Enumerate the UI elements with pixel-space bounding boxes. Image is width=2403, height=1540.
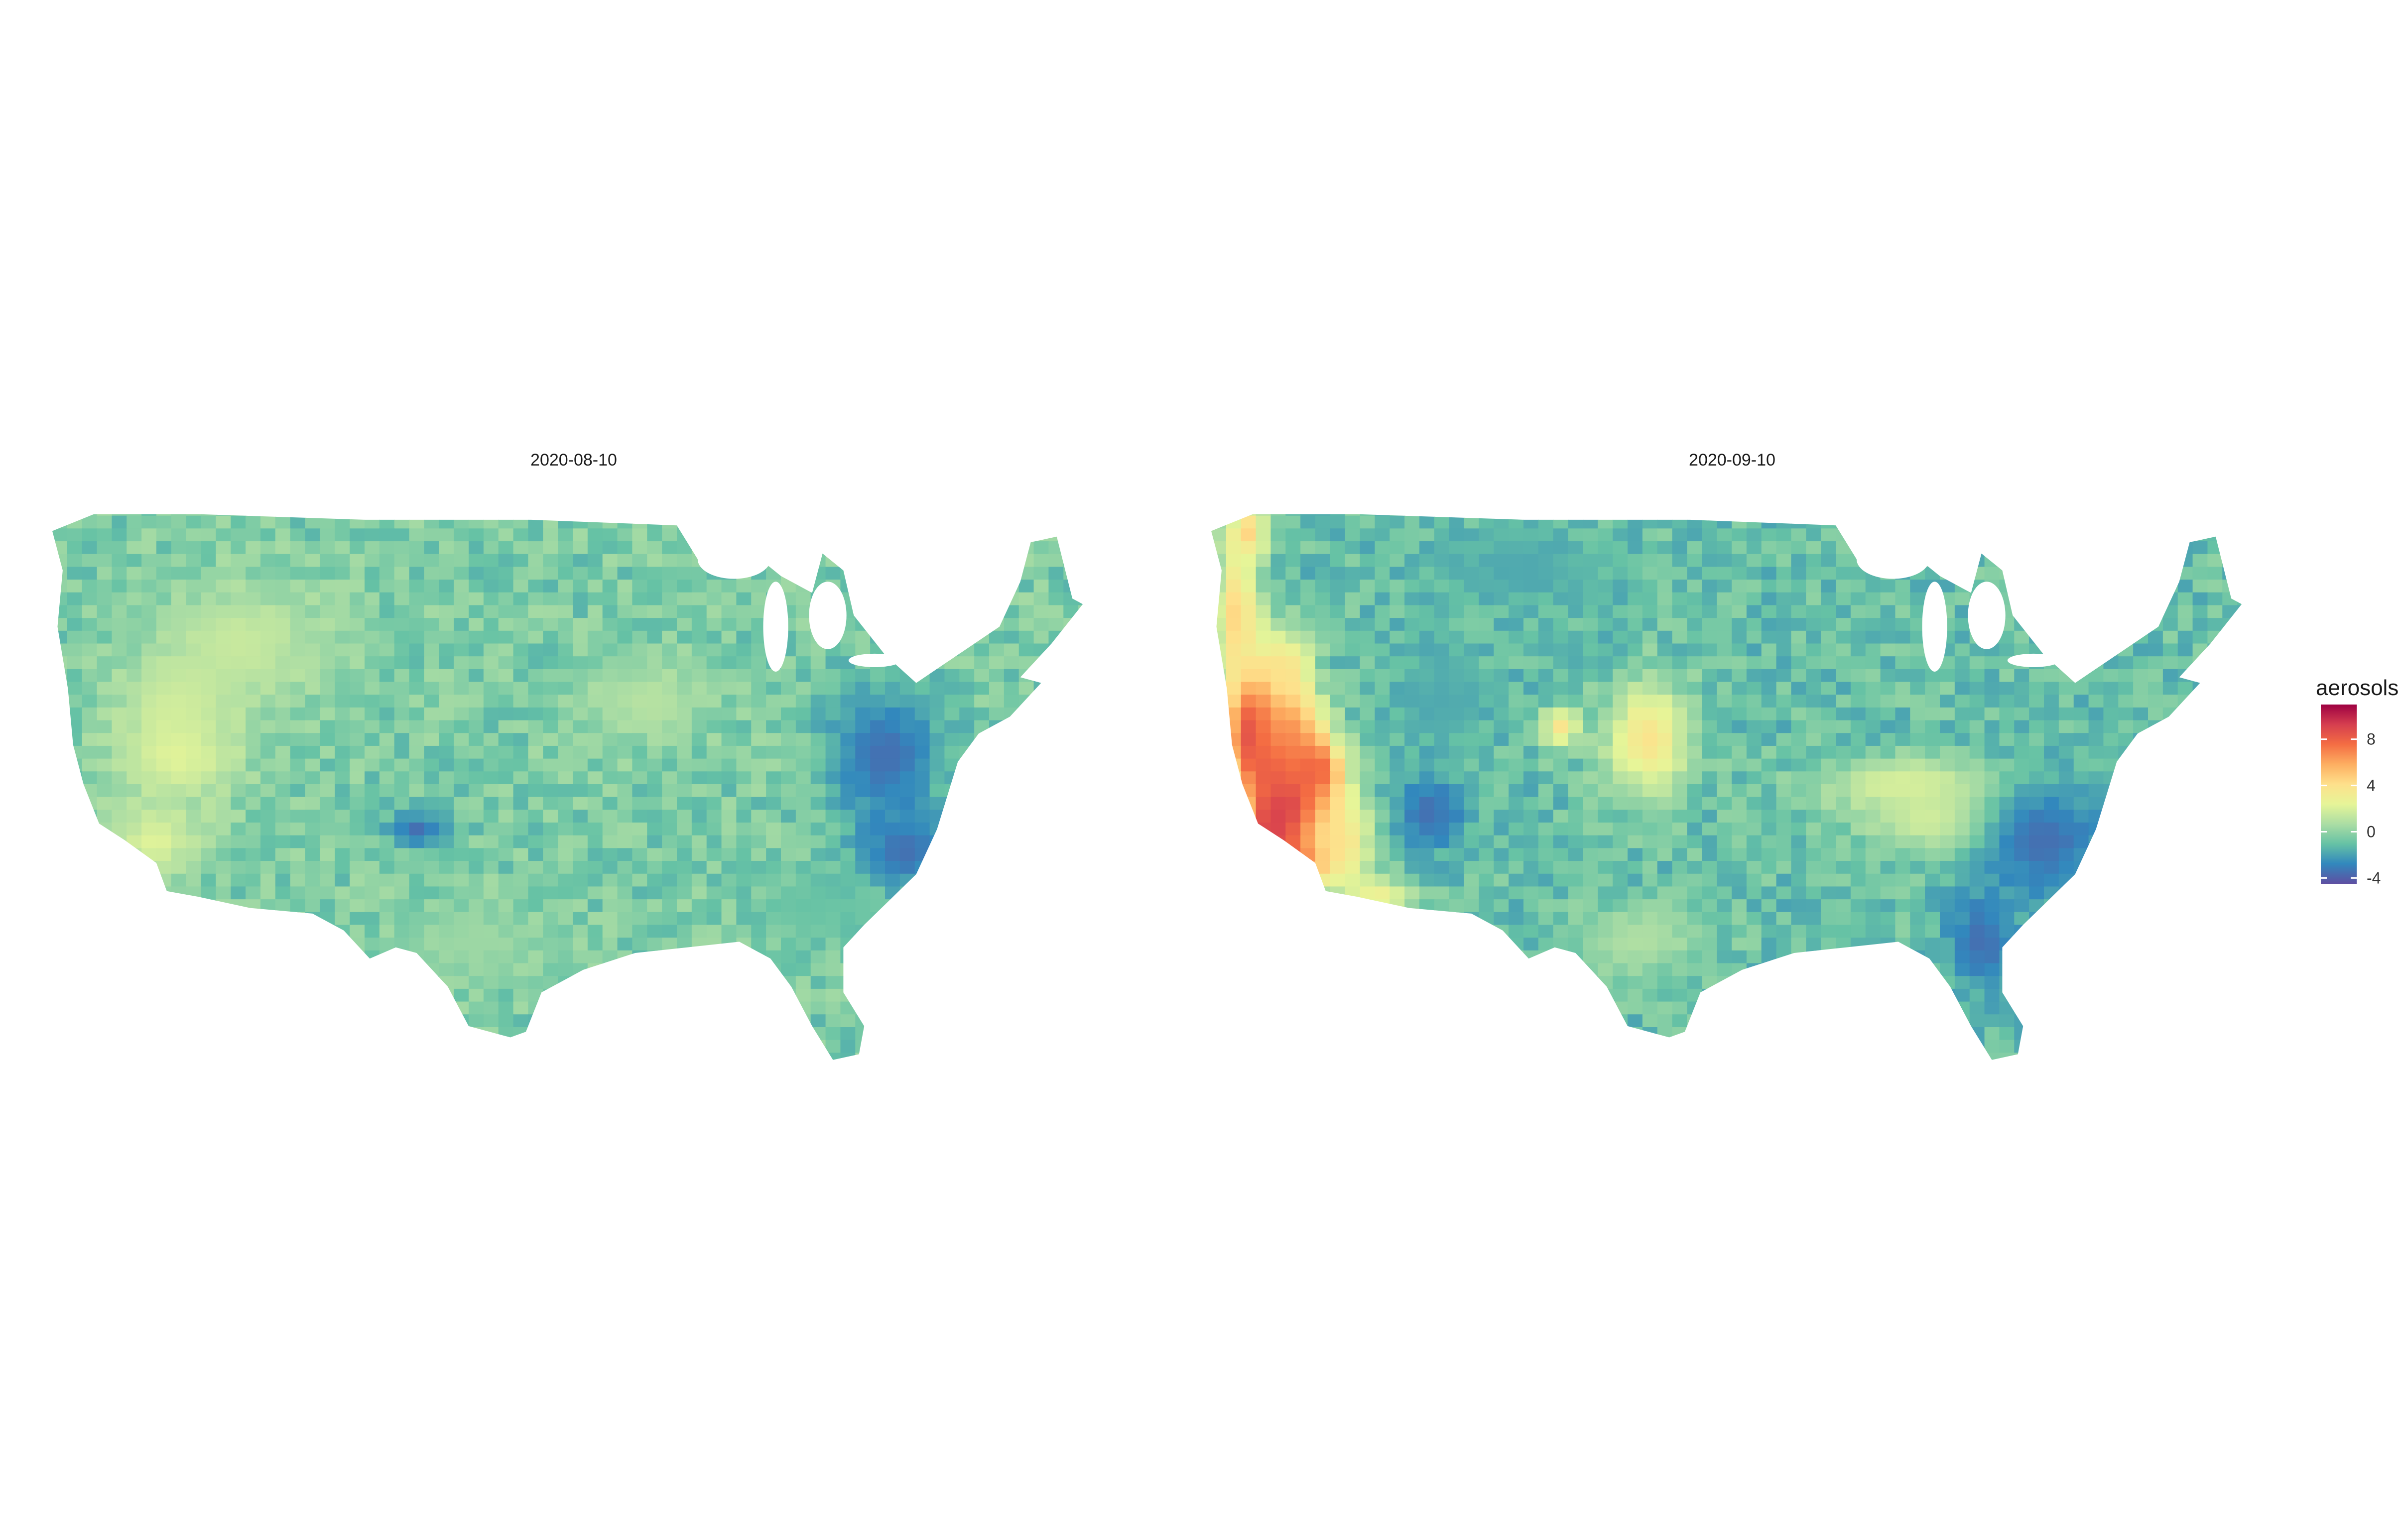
legend-tick-label: -4 bbox=[2367, 869, 2381, 887]
panel-title-left: 2020-08-10 bbox=[530, 451, 617, 470]
legend-tick-label: 0 bbox=[2367, 823, 2376, 840]
legend-tick-label: 4 bbox=[2367, 777, 2376, 795]
legend-colorbar bbox=[2321, 705, 2357, 884]
map-panel-2020-08-10 bbox=[52, 514, 1083, 1060]
legend-tick-label: 8 bbox=[2367, 730, 2376, 748]
county-cells bbox=[52, 514, 1083, 1060]
lake-shape bbox=[763, 582, 788, 672]
legend-title: aerosols bbox=[2316, 676, 2399, 700]
map-panel-2020-09-10 bbox=[1211, 514, 2242, 1060]
lake-shape bbox=[1922, 582, 1947, 672]
color-legend: aerosols 8 4 0 -4 bbox=[2316, 676, 2399, 887]
panel-title-right: 2020-09-10 bbox=[1689, 451, 1775, 470]
lake-shape bbox=[848, 653, 901, 667]
lake-shape bbox=[697, 539, 771, 579]
county-cells bbox=[1211, 514, 2242, 1060]
lake-shape bbox=[809, 582, 847, 649]
legend-ticks: 8 4 0 -4 bbox=[2321, 730, 2381, 887]
lake-shape bbox=[1968, 582, 2006, 649]
lake-shape bbox=[2046, 638, 2084, 649]
lake-shape bbox=[2007, 653, 2060, 667]
lake-shape bbox=[887, 638, 925, 649]
lake-shape bbox=[1856, 539, 1930, 579]
